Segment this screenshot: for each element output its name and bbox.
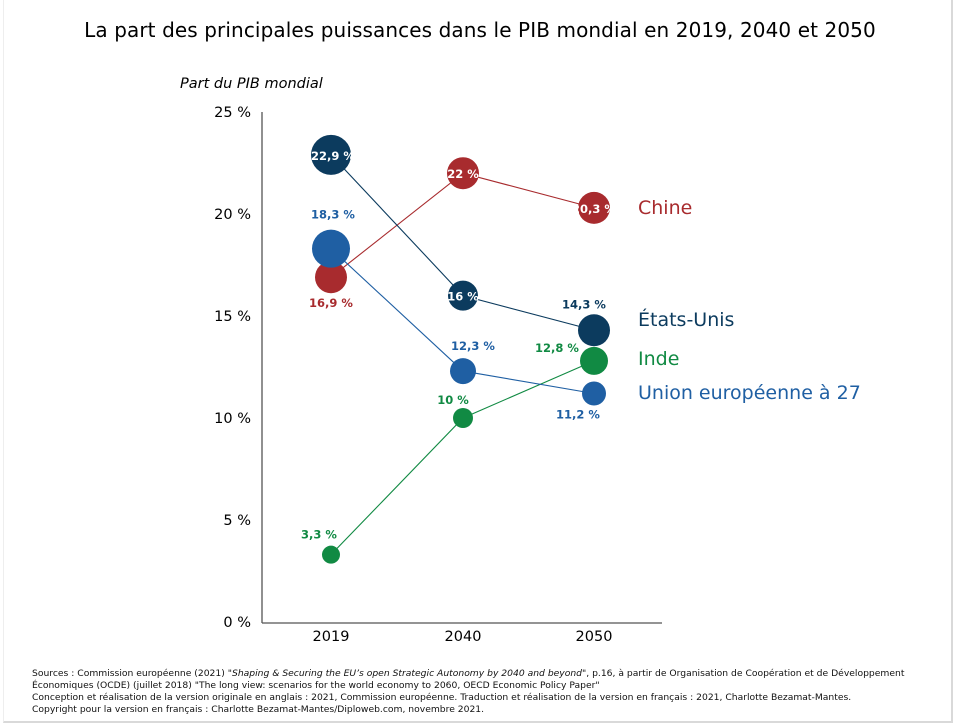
chart-title: La part des principales puissances dans … — [84, 18, 876, 42]
y-axis-label: Part du PIB mondial — [180, 76, 323, 92]
data-labels: 16,9 % 22 % 20,3 % 22,9 % 16 % 14,3 % 3,3 % 10 … — [301, 149, 616, 542]
y-tick-label: 15 % — [214, 309, 251, 325]
legend-entry: Inde — [638, 348, 679, 370]
chart-frame — [3, 0, 953, 723]
data-label: 16 % — [447, 290, 479, 304]
axes: 0 % 5 % 10 % 15 % 20 % 25 % 2019 2040 2050 — [214, 105, 662, 645]
data-label: 3,3 % — [301, 528, 337, 542]
data-point — [312, 229, 350, 268]
data-label: 10 % — [437, 393, 469, 407]
data-point — [322, 545, 340, 564]
series-points — [311, 134, 610, 564]
data-label: 14,3 % — [562, 297, 606, 311]
y-tick-label: 10 % — [214, 411, 251, 427]
series-line-2 — [330, 360, 595, 556]
series-legend: Chine États-Unis Inde Union européenne à 27 — [638, 197, 861, 404]
data-point — [311, 134, 351, 175]
data-point — [578, 314, 610, 347]
data-point — [578, 191, 610, 224]
y-tick-label: 5 % — [223, 513, 251, 529]
data-point — [448, 280, 478, 311]
sources-rest: ", p.16, à partir de Organisation de Coo… — [32, 668, 905, 691]
sources-line-1: Sources : Commission européenne (2021) "… — [32, 668, 942, 692]
legend-entry: Union européenne à 27 — [638, 382, 861, 404]
sources-line-3: Copyright pour la version en français : … — [32, 704, 485, 715]
y-tick-label: 0 % — [223, 615, 251, 631]
legend-entry: États-Unis — [638, 308, 734, 331]
data-point — [580, 346, 608, 375]
x-tick-label: 2040 — [445, 629, 482, 645]
data-label: 18,3 % — [311, 208, 355, 222]
sources-report-title: Shaping & Securing the EU’s open Strateg… — [231, 668, 583, 679]
x-tick-label: 2019 — [313, 629, 350, 645]
sources-line-2: Conception et réalisation de la version … — [32, 692, 852, 703]
data-point — [447, 157, 479, 190]
data-point — [582, 381, 606, 406]
y-tick-label: 20 % — [214, 207, 251, 223]
sources-prefix: Sources : Commission européenne (2021) " — [32, 668, 232, 679]
data-point — [315, 261, 347, 294]
data-label: 12,8 % — [535, 341, 579, 355]
data-point — [453, 408, 473, 428]
sources-note: Sources : Commission européenne (2021) "… — [32, 668, 942, 716]
data-label: 22 % — [447, 167, 479, 181]
data-label: 22,9 % — [311, 149, 355, 163]
data-label: 11,2 % — [556, 408, 600, 422]
data-label: 16,9 % — [309, 296, 353, 310]
y-tick-label: 25 % — [214, 105, 251, 121]
line-chart: Part du PIB mondial 0 % 5 % 10 % 15 % 20 % 25… — [180, 76, 861, 645]
data-label: 20,3 % — [572, 202, 616, 216]
data-label: 12,3 % — [451, 339, 495, 353]
legend-entry: Chine — [638, 197, 692, 219]
data-point — [450, 358, 476, 385]
x-tick-label: 2050 — [576, 629, 613, 645]
